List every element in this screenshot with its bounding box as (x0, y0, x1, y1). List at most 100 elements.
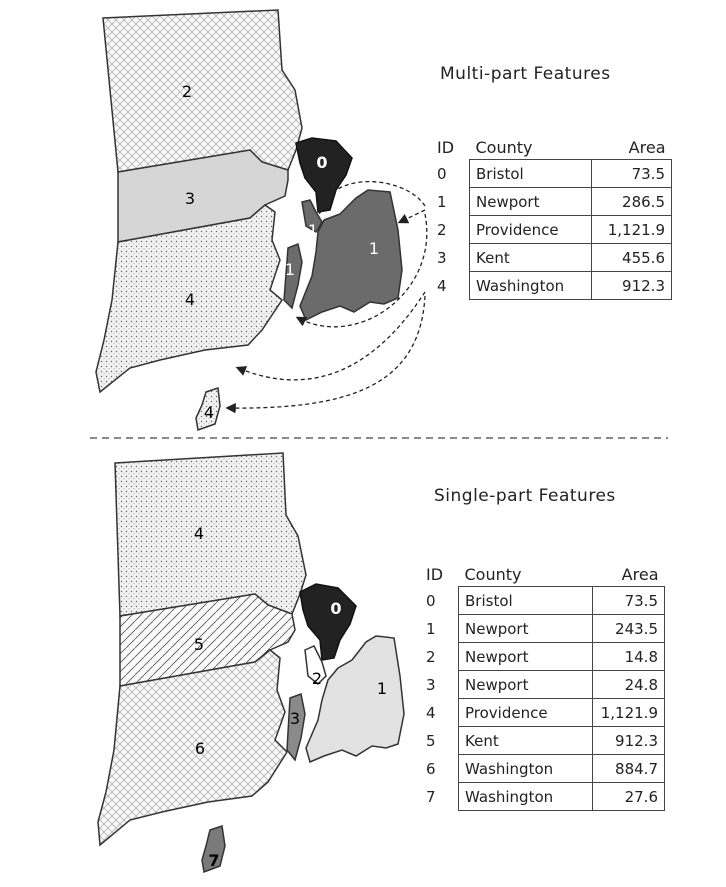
row-county: Washington (458, 782, 593, 811)
conanicut-island-shape (301, 199, 323, 234)
multi-part-table: ID County Area 0 Bristol 73.5 1 Newport … (431, 135, 672, 300)
table-row: 3 Kent 455.6 (431, 243, 672, 272)
table-row: 1 Newport 243.5 (420, 614, 665, 643)
providence-county-shape (102, 9, 303, 173)
aquidneck-single-label: 1 (377, 679, 387, 698)
table-row: 0 Bristol 73.5 (420, 586, 665, 615)
county-column-header: County (464, 564, 522, 584)
table-row: 4 Washington 912.3 (431, 271, 672, 300)
row-county: Newport (469, 187, 592, 216)
table-row: 6 Washington 884.7 (420, 754, 665, 783)
prudence-single-label: 3 (290, 709, 300, 728)
row-area: 884.7 (592, 754, 665, 783)
row-id: 0 (437, 164, 447, 183)
kent-label: 3 (185, 189, 195, 208)
row-area: 243.5 (592, 614, 665, 643)
row-county: Newport (458, 614, 593, 643)
conanicut-island-single-shape (304, 645, 327, 686)
row-county: Kent (458, 726, 593, 755)
single-part-map: 4 5 6 0 1 2 3 7 (97, 452, 405, 874)
table-row: 0 Bristol 73.5 (431, 159, 672, 188)
single-part-title: Single-part Features (434, 486, 616, 506)
row-id: 3 (426, 675, 436, 694)
row-area: 73.5 (592, 586, 665, 615)
prudence-island-single-shape (286, 692, 306, 762)
bristol-county-single-shape (299, 583, 357, 661)
arrow-newport-to-prudence (295, 213, 428, 328)
row-id: 7 (426, 787, 436, 806)
row-county: Bristol (469, 159, 592, 188)
row-id: 2 (426, 647, 436, 666)
row-id: 6 (426, 759, 436, 778)
arrow-washington-to-block (225, 295, 426, 414)
row-county: Washington (458, 754, 593, 783)
row-area: 73.5 (591, 159, 672, 188)
multi-part-title: Multi-part Features (440, 64, 611, 84)
row-county: Bristol (458, 586, 593, 615)
table-row: 3 Newport 24.8 (420, 670, 665, 699)
row-id: 3 (437, 248, 447, 267)
table-row: 4 Providence 1,121.9 (420, 698, 665, 727)
link-arrows (225, 181, 428, 414)
row-id: 4 (437, 276, 447, 295)
row-area: 24.8 (592, 670, 665, 699)
row-area: 455.6 (591, 243, 672, 272)
block-island-shape (195, 386, 221, 432)
conanicut-single-label: 2 (312, 669, 322, 688)
providence-single-label: 4 (194, 524, 204, 543)
multi-part-map: 2 3 4 0 1 1 1 4 (95, 9, 428, 432)
arrow-newport-to-conanicut (316, 181, 426, 215)
row-area: 14.8 (592, 642, 665, 671)
id-column-header: ID (437, 137, 455, 157)
arrow-washington-to-mainland (235, 291, 426, 381)
row-county: Newport (458, 642, 593, 671)
table-header-row: ID County Area (431, 135, 672, 160)
row-id: 0 (426, 591, 436, 610)
washington-county-shape (95, 204, 283, 394)
row-id: 1 (437, 192, 447, 211)
newport-label-a: 1 (308, 221, 318, 240)
prudence-island-shape (283, 242, 303, 310)
row-id: 5 (426, 731, 436, 750)
arrow-newport-to-aquidneck (397, 209, 426, 224)
aquidneck-island-shape (299, 189, 403, 322)
bristol-single-label: 0 (330, 599, 341, 618)
row-county: Kent (469, 243, 592, 272)
row-county: Washington (469, 271, 592, 300)
washington-county-single-shape (97, 649, 288, 847)
row-county: Providence (458, 698, 593, 727)
row-area: 1,121.9 (592, 698, 665, 727)
row-area: 912.3 (591, 271, 672, 300)
row-area: 286.5 (591, 187, 672, 216)
table-row: 1 Newport 286.5 (431, 187, 672, 216)
area-column-header: Area (628, 137, 666, 157)
block-island-single-label: 7 (208, 851, 219, 870)
row-area: 912.3 (592, 726, 665, 755)
table-row: 2 Providence 1,121.9 (431, 215, 672, 244)
block-island-single-shape (201, 825, 226, 874)
newport-label-b: 1 (285, 260, 295, 279)
aquidneck-island-single-shape (305, 635, 405, 764)
table-row: 2 Newport 14.8 (420, 642, 665, 671)
kent-single-label: 5 (194, 635, 204, 654)
row-county: Providence (469, 215, 592, 244)
area-column-header: Area (621, 564, 659, 584)
block-island-label: 4 (204, 403, 214, 422)
row-id: 4 (426, 703, 436, 722)
bristol-label: 0 (316, 153, 327, 172)
table-row: 5 Kent 912.3 (420, 726, 665, 755)
table-row: 7 Washington 27.6 (420, 782, 665, 811)
row-county: Newport (458, 670, 593, 699)
county-column-header: County (475, 137, 533, 157)
bristol-county-shape (295, 137, 353, 213)
single-part-table: ID County Area 0 Bristol 73.5 1 Newport … (420, 562, 665, 811)
newport-label-c: 1 (369, 239, 379, 258)
washington-label: 4 (185, 290, 195, 309)
table-header-row: ID County Area (420, 562, 665, 587)
id-column-header: ID (426, 564, 444, 584)
providence-county-single-shape (114, 452, 307, 617)
providence-label: 2 (182, 82, 192, 101)
row-area: 1,121.9 (591, 215, 672, 244)
row-area: 27.6 (592, 782, 665, 811)
